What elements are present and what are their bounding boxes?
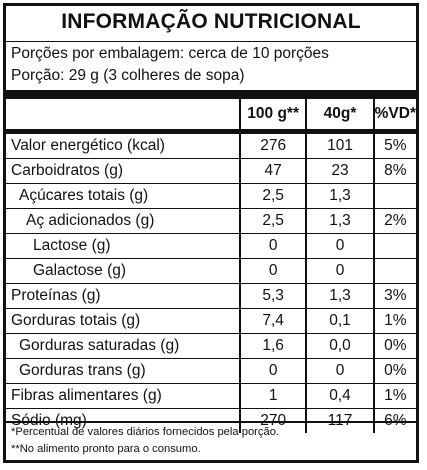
value-100g: 0 xyxy=(238,258,307,284)
table-row: Gorduras totais (g) 7,4 0,1 1% xyxy=(6,308,416,334)
value-40g: 1,3 xyxy=(305,208,374,234)
table-row: Lactose (g) 0 0 xyxy=(6,233,416,259)
value-vd: 6% xyxy=(372,408,416,433)
nutrient-name: Aç adicionados (g) xyxy=(6,208,240,234)
table-row: Gorduras saturadas (g) 1,6 0,0 0% xyxy=(6,333,416,359)
value-vd: 0% xyxy=(372,358,416,384)
value-100g: 0 xyxy=(238,233,307,259)
header-40g: 40g* xyxy=(305,99,374,134)
nutrition-facts-label: INFORMAÇÃO NUTRICIONAL Porções por embal… xyxy=(3,3,419,463)
header-100g: 100 g** xyxy=(238,99,307,134)
value-40g: 0,4 xyxy=(305,383,374,409)
value-100g: 270 xyxy=(238,408,307,433)
footnote-vd: *Percentual de valores diários fornecido… xyxy=(11,426,280,438)
table-row: Sódio (mg) 270 117 6% xyxy=(6,408,416,433)
value-40g: 0,0 xyxy=(305,333,374,359)
nutrient-name: Gorduras saturadas (g) xyxy=(6,333,240,359)
nutrient-name: Lactose (g) xyxy=(6,233,240,259)
table-header-row: 100 g** 40g* %VD* xyxy=(6,99,416,134)
value-40g: 0,1 xyxy=(305,308,374,334)
value-40g: 23 xyxy=(305,158,374,184)
value-vd xyxy=(372,258,416,284)
value-vd xyxy=(372,183,416,209)
value-vd: 2% xyxy=(372,208,416,234)
servings-per-package: Porções por embalagem: cerca de 10 porçõ… xyxy=(11,45,329,62)
nutrient-name: Fibras alimentares (g) xyxy=(6,383,240,409)
footnote-divider xyxy=(6,421,416,423)
table-row: Valor energético (kcal) 276 101 5% xyxy=(6,131,416,159)
header-empty-cell xyxy=(6,99,240,134)
value-40g: 1,3 xyxy=(305,183,374,209)
table-row: Fibras alimentares (g) 1 0,4 1% xyxy=(6,383,416,409)
value-vd: 1% xyxy=(372,383,416,409)
value-100g: 0 xyxy=(238,358,307,384)
value-40g: 101 xyxy=(305,131,374,159)
nutrition-table: 100 g** 40g* %VD* Valor energético (kcal… xyxy=(6,99,416,433)
value-100g: 276 xyxy=(238,131,307,159)
value-vd: 0% xyxy=(372,333,416,359)
nutrient-name: Gorduras trans (g) xyxy=(6,358,240,384)
table-row: Aç adicionados (g) 2,5 1,3 2% xyxy=(6,208,416,234)
header-vd: %VD* xyxy=(372,99,416,134)
table-row: Proteínas (g) 5,3 1,3 3% xyxy=(6,283,416,309)
table-row: Galactose (g) 0 0 xyxy=(6,258,416,284)
table-row: Gorduras trans (g) 0 0 0% xyxy=(6,358,416,384)
value-vd xyxy=(372,233,416,259)
value-100g: 47 xyxy=(238,158,307,184)
value-100g: 2,5 xyxy=(238,183,307,209)
nutrient-name: Proteínas (g) xyxy=(6,283,240,309)
nutrient-name: Valor energético (kcal) xyxy=(6,131,240,159)
value-40g: 0 xyxy=(305,233,374,259)
value-vd: 1% xyxy=(372,308,416,334)
nutrient-name: Galactose (g) xyxy=(6,258,240,284)
label-title: INFORMAÇÃO NUTRICIONAL xyxy=(61,10,361,33)
value-vd: 5% xyxy=(372,131,416,159)
value-100g: 7,4 xyxy=(238,308,307,334)
nutrient-name: Sódio (mg) xyxy=(11,412,87,429)
value-40g: 117 xyxy=(305,408,374,433)
table-row: Carboidratos (g) 47 23 8% xyxy=(6,158,416,184)
title-divider xyxy=(6,41,416,42)
value-40g: 0 xyxy=(305,258,374,284)
value-vd: 3% xyxy=(372,283,416,309)
table-row: Açúcares totais (g) 2,5 1,3 xyxy=(6,183,416,209)
serving-size: Porção: 29 g (3 colheres de sopa) xyxy=(11,67,245,84)
footnote-ready: **No alimento pronto para o consumo. xyxy=(11,443,201,455)
value-40g: 1,3 xyxy=(305,283,374,309)
thick-divider xyxy=(6,90,416,99)
nutrient-name: Gorduras totais (g) xyxy=(6,308,240,334)
nutrient-name: Carboidratos (g) xyxy=(6,158,240,184)
value-100g: 5,3 xyxy=(238,283,307,309)
value-vd: 8% xyxy=(372,158,416,184)
value-100g: 1,6 xyxy=(238,333,307,359)
value-100g: 2,5 xyxy=(238,208,307,234)
nutrient-name: Açúcares totais (g) xyxy=(6,183,240,209)
value-40g: 0 xyxy=(305,358,374,384)
value-100g: 1 xyxy=(238,383,307,409)
